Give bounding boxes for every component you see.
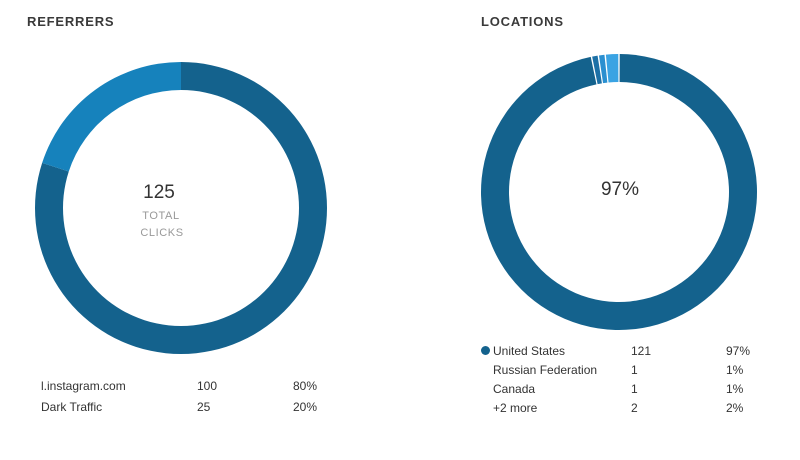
referrers-title: REFERRERS	[27, 14, 115, 29]
legend-name: Canada	[493, 382, 536, 396]
legend-value: 100	[197, 379, 218, 393]
legend-name: Russian Federation	[493, 363, 598, 377]
legend-value: 1	[631, 382, 638, 396]
locations-title: LOCATIONS	[481, 14, 564, 29]
legend-value: 2	[631, 401, 638, 415]
slice-2-more[interactable]	[605, 54, 619, 83]
total-clicks-value: 125	[143, 182, 175, 203]
legend-percent: 97%	[726, 344, 751, 358]
slice-dark-traffic[interactable]	[42, 62, 181, 172]
legend-percent: 2%	[726, 401, 744, 415]
slice-russian-federation[interactable]	[592, 55, 602, 85]
legend-name: +2 more	[493, 401, 538, 415]
locations-center-value: 97%	[601, 179, 639, 200]
legend-dot	[481, 346, 490, 355]
legend-name: United States	[493, 344, 566, 358]
legend-percent: 80%	[293, 379, 318, 393]
referrers-panel: REFERRERS 125 TOTAL CLICKS l.instagram.c…	[27, 14, 327, 414]
total-label: TOTAL	[142, 210, 179, 222]
legend-percent: 1%	[726, 363, 744, 377]
referrers-donut-chart: 125 TOTAL CLICKS	[34, 62, 327, 354]
locations-panel: LOCATIONS 97% United States 121 97% Russian…	[400, 0, 800, 460]
legend-value: 25	[197, 400, 211, 414]
locations-donut-chart: 97%	[481, 54, 757, 330]
legend-percent: 1%	[726, 382, 744, 396]
legend-name: l.instagram.com	[41, 379, 126, 393]
legend-value: 121	[631, 344, 652, 358]
legend-name: Dark Traffic	[41, 400, 103, 414]
slice-canada[interactable]	[598, 54, 608, 84]
clicks-label: CLICKS	[140, 227, 183, 239]
legend-percent: 20%	[293, 400, 318, 414]
legend-value: 1	[631, 363, 638, 377]
